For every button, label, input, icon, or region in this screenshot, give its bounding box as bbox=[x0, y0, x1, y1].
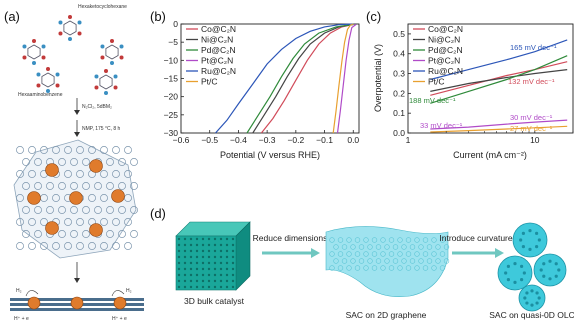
panel-a-label: (a) bbox=[4, 9, 20, 24]
y-tick-label: −10 bbox=[164, 55, 179, 65]
chart-c: 0.00.10.20.30.40.51 10Co@C₂NNi@C₂NPd@C₂NP… bbox=[393, 23, 574, 145]
series-line-pt bbox=[430, 119, 568, 130]
y-tick-label: −30 bbox=[164, 128, 179, 138]
bulk-cube bbox=[175, 221, 251, 291]
series-line-pt bbox=[336, 23, 357, 134]
x-tick-label: −0.6 bbox=[173, 135, 190, 145]
c2n-framework bbox=[13, 139, 138, 259]
series-line-ni bbox=[252, 23, 354, 134]
caption-bulk-catalyst: 3D bulk catalyst bbox=[184, 296, 245, 306]
arrowhead-introduce-curvature bbox=[495, 248, 504, 258]
y-tick-label: −20 bbox=[164, 92, 179, 102]
series-line-ptc bbox=[332, 23, 354, 134]
y-tick-label: −25 bbox=[164, 110, 179, 120]
legend-label-ru: Ru@C₂N bbox=[428, 66, 463, 76]
legend-label-ru: Ru@C₂N bbox=[201, 66, 236, 76]
h2-label-left: H₂ bbox=[16, 288, 22, 294]
y-tick-label: −5 bbox=[168, 37, 178, 47]
x-tick-label: −0.2 bbox=[287, 135, 304, 145]
plot-frame-c bbox=[407, 23, 574, 134]
series-line-pd bbox=[246, 23, 354, 134]
y-tick-label: 0.4 bbox=[393, 49, 405, 59]
legend-label-co: Co@C₂N bbox=[201, 24, 236, 34]
legend-label-ptc: Pt/C bbox=[201, 77, 218, 87]
arrowhead-reduce-dimensions bbox=[311, 248, 320, 258]
y-tick-label: 0.3 bbox=[393, 69, 405, 79]
legend-label-pd: Pd@C₂N bbox=[201, 45, 236, 55]
series-line-co bbox=[260, 23, 354, 134]
y-tick-label: 0.2 bbox=[393, 88, 405, 98]
series-line-ru bbox=[215, 23, 354, 134]
y-tick-label: 0.5 bbox=[393, 29, 405, 39]
slope-annotation: 33 mV dec⁻¹ bbox=[420, 121, 463, 130]
mol-bottom-label: Hexaaminobenzene bbox=[18, 92, 63, 98]
proton-label-right: H⁺ + e bbox=[112, 316, 127, 322]
y-tick-label: 0.1 bbox=[393, 108, 405, 118]
x-axis-label-c: Current (mA cm⁻²) bbox=[453, 150, 527, 160]
olc-spheres bbox=[497, 222, 567, 312]
legend-label-pt: Pt@C₂N bbox=[201, 56, 233, 66]
y-axis-label-c: Overpotential (V) bbox=[373, 44, 383, 112]
series-line-ni bbox=[430, 69, 568, 92]
graphene-sheet bbox=[325, 226, 450, 297]
condition-label: NMP, 175 °C, 8 h bbox=[82, 126, 121, 132]
x-axis-label-b: Potential (V versus RHE) bbox=[220, 150, 320, 160]
series-line-co bbox=[430, 61, 568, 96]
legend-label-ptc: Pt/C bbox=[428, 77, 445, 87]
x-tick-label: −0.5 bbox=[201, 135, 218, 145]
x-tick-label: 1 bbox=[406, 135, 411, 145]
y-tick-label: 0 bbox=[173, 19, 178, 29]
stacked-layers bbox=[10, 290, 144, 311]
legend-label-pt: Pt@C₂N bbox=[428, 56, 460, 66]
chart-b: 0 −5 −10 −15 −20 −25 −30−0.6 −0.5 −0.4 −0.3 −0.2 −0… bbox=[164, 19, 360, 145]
mol-top-label: Hexaketocyclohexane bbox=[78, 4, 127, 10]
reaction-arrowhead-3 bbox=[74, 278, 80, 283]
introduce-curvature-label: Introduce curvature bbox=[439, 233, 513, 243]
x-tick-label: 0.0 bbox=[347, 135, 359, 145]
series-line-ru bbox=[430, 39, 568, 81]
reduce-dimensions-label: Reduce dimensions bbox=[253, 233, 328, 243]
proton-label-left: H⁺ + e bbox=[14, 316, 29, 322]
legend-label-co: Co@C₂N bbox=[428, 24, 463, 34]
slope-annotation: 165 mV dec⁻¹ bbox=[510, 43, 557, 52]
slope-annotation: 30 mV dec⁻¹ bbox=[510, 113, 553, 122]
reaction-arrowhead-2 bbox=[74, 132, 80, 137]
series-line-pd bbox=[430, 55, 568, 104]
series-line-ptc bbox=[430, 125, 568, 133]
panel-b-label: (b) bbox=[150, 9, 166, 24]
panel-d-label: (d) bbox=[150, 206, 166, 221]
legend-label-ni: Ni@C₂N bbox=[201, 35, 233, 45]
slope-annotation: 132 mV dec⁻¹ bbox=[508, 77, 555, 86]
x-tick-label: −0.3 bbox=[259, 135, 276, 145]
caption-graphene: SAC on 2D graphene bbox=[346, 310, 427, 320]
reagent-label: N₂Cl₂, 5dBM₂ bbox=[82, 104, 112, 110]
reaction-arrowhead-1 bbox=[74, 110, 80, 115]
slope-annotation: 188 mV dec⁻¹ bbox=[409, 96, 456, 105]
legend-label-pd: Pd@C₂N bbox=[428, 45, 463, 55]
h2-label-right: H₂ bbox=[126, 288, 132, 294]
precursor-molecules bbox=[22, 15, 124, 95]
x-tick-label: −0.4 bbox=[230, 135, 247, 145]
panel-c-label: (c) bbox=[366, 9, 381, 24]
y-tick-label: 0.0 bbox=[393, 128, 405, 138]
slope-annotation: 27 mV dec⁻¹ bbox=[510, 124, 553, 133]
x-tick-label: −0.1 bbox=[316, 135, 333, 145]
y-tick-label: −15 bbox=[164, 74, 179, 84]
x-tick-label: 10 bbox=[530, 135, 540, 145]
legend-label-ni: Ni@C₂N bbox=[428, 35, 460, 45]
caption-olc: SAC on quasi-0D OLC bbox=[489, 310, 574, 320]
